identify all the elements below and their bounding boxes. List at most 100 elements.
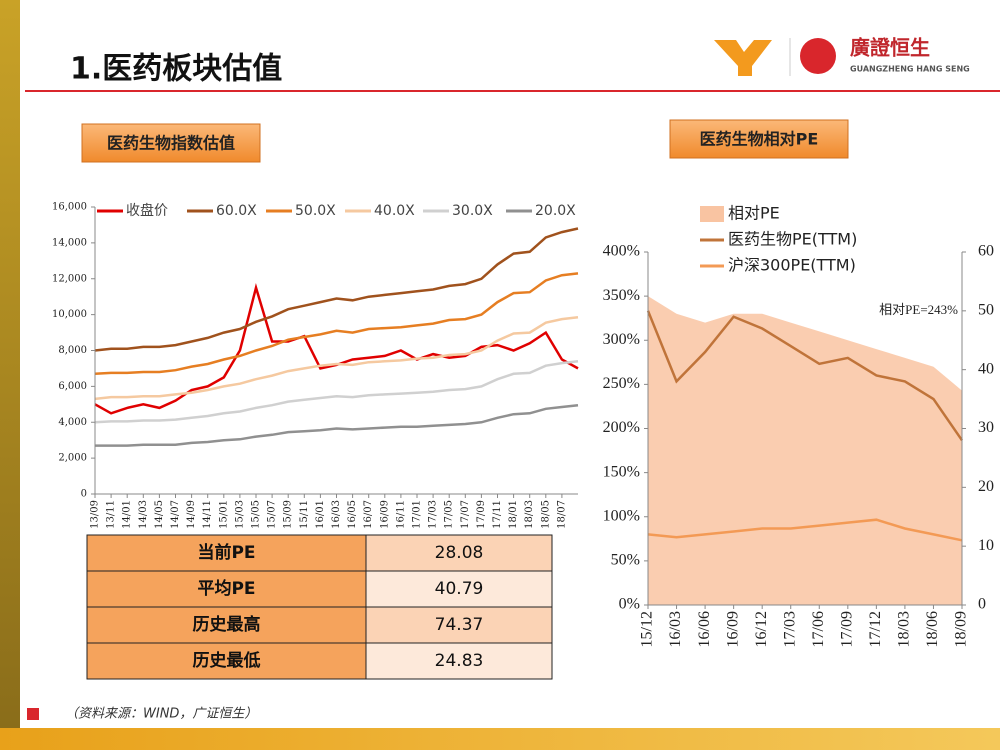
y2-tick-label: 30 (978, 419, 994, 436)
x-tick-label: 16/03 (667, 611, 684, 647)
slide-title: 1.医药板块估值 (70, 52, 282, 87)
y-tick-label: 16,000 (52, 202, 87, 213)
x-tick-label: 15/12 (639, 611, 656, 647)
x-tick-label: 18/03 (524, 500, 535, 529)
legend-label: 医药生物PE(TTM) (728, 230, 857, 249)
legend-label: 收盘价 (126, 202, 168, 219)
x-tick-label: 16/07 (363, 500, 374, 529)
legend-swatch (700, 206, 724, 222)
x-tick-label: 17/06 (810, 611, 827, 647)
x-tick-label: 13/09 (90, 500, 101, 529)
x-tick-label: 17/09 (838, 611, 855, 647)
chart-title-box (669, 119, 849, 159)
x-tick-label: 17/03 (781, 611, 798, 647)
x-tick-label: 15/09 (283, 500, 294, 529)
x-tick-label: 16/09 (379, 500, 390, 529)
table-cell (86, 570, 367, 608)
y-tick-label: 2,000 (58, 453, 87, 464)
x-tick-label: 15/05 (251, 500, 262, 529)
area (648, 296, 962, 605)
line (647, 518, 963, 542)
x-tick-label: 17/05 (444, 500, 455, 529)
y-tick-label: 4,000 (58, 417, 87, 428)
legend-label: 相对PE (728, 204, 780, 223)
table-value: 28.08 (435, 543, 484, 563)
x-tick-label: 18/06 (924, 611, 941, 647)
logo-seal (800, 38, 836, 74)
y-tick-label: 300% (603, 331, 640, 348)
x-tick-label: 18/09 (953, 611, 970, 647)
table-label: 当前PE (197, 542, 255, 563)
line (94, 227, 579, 352)
table-cell (86, 534, 367, 572)
x-tick-label: 14/09 (186, 500, 197, 529)
y2-tick-label: 10 (978, 537, 994, 554)
x-tick-label: 17/12 (867, 611, 884, 647)
x-tick-label: 17/01 (412, 500, 423, 529)
table-cell (365, 606, 553, 644)
table-value: 24.83 (435, 651, 484, 671)
y-tick-label: 8,000 (58, 345, 87, 356)
y2-tick-label: 40 (978, 360, 994, 377)
chart-title-box (81, 123, 261, 163)
chart-title: 医药生物指数估值 (107, 134, 235, 153)
x-tick-label: 16/12 (753, 611, 770, 647)
y-tick-label: 10,000 (52, 309, 87, 320)
legend-label: 40.0X (374, 203, 415, 219)
x-tick-label: 18/07 (556, 500, 567, 529)
y2-tick-label: 20 (978, 478, 994, 495)
y-tick-label: 350% (603, 287, 640, 304)
logo-sub: GUANGZHENG HANG SENG (850, 65, 970, 74)
y-tick-label: 0 (81, 489, 87, 500)
x-tick-label: 16/03 (331, 500, 342, 529)
y-tick-label: 250% (603, 375, 640, 392)
line (94, 272, 579, 376)
legend-label: 沪深300PE(TTM) (728, 256, 856, 275)
annotation: 相对PE=243% (879, 302, 958, 317)
x-tick-label: 17/11 (492, 500, 503, 529)
y2-tick-label: 0 (978, 596, 986, 613)
x-tick-label: 14/05 (154, 500, 165, 529)
x-tick-label: 18/05 (540, 500, 551, 529)
x-tick-label: 16/01 (315, 500, 326, 529)
y-tick-label: 50% (611, 552, 640, 569)
y-tick-label: 14,000 (52, 237, 87, 248)
x-tick-label: 18/03 (896, 611, 913, 647)
logo-name: 廣證恒生 (850, 36, 930, 60)
x-tick-label: 15/03 (234, 500, 245, 529)
y-tick-label: 100% (603, 507, 640, 524)
legend-label: 60.0X (216, 203, 257, 219)
x-tick-label: 15/07 (267, 500, 278, 529)
y2-tick-label: 50 (978, 302, 994, 319)
table-cell (365, 642, 553, 680)
y-tick-label: 0% (619, 596, 640, 613)
x-tick-label: 14/07 (170, 500, 181, 529)
legend-label: 50.0X (295, 203, 336, 219)
x-tick-label: 14/01 (122, 500, 133, 529)
legend-label: 30.0X (452, 203, 493, 219)
x-tick-label: 17/09 (476, 500, 487, 529)
table-label: 历史最高 (193, 614, 261, 635)
logo-mark (714, 40, 772, 76)
x-tick-label: 15/11 (299, 500, 310, 529)
line (95, 403, 579, 447)
x-tick-label: 16/09 (724, 611, 741, 647)
y-tick-label: 150% (603, 463, 640, 480)
y-tick-label: 400% (603, 243, 640, 260)
x-tick-label: 15/01 (218, 500, 229, 529)
x-tick-label: 17/03 (428, 500, 439, 529)
source: （资料来源：WIND，广证恒生） (65, 706, 257, 722)
table-value: 74.37 (435, 615, 484, 635)
table-label: 平均PE (197, 578, 255, 599)
x-tick-label: 16/06 (696, 611, 713, 647)
x-tick-label: 16/11 (395, 500, 406, 529)
side-stripe (0, 0, 20, 728)
source-marker (27, 708, 39, 720)
table-value: 40.79 (435, 579, 484, 599)
line (94, 316, 579, 401)
line (646, 310, 964, 442)
table-label: 历史最低 (193, 650, 261, 671)
x-tick-label: 14/11 (202, 500, 213, 529)
x-tick-label: 13/11 (106, 500, 117, 529)
